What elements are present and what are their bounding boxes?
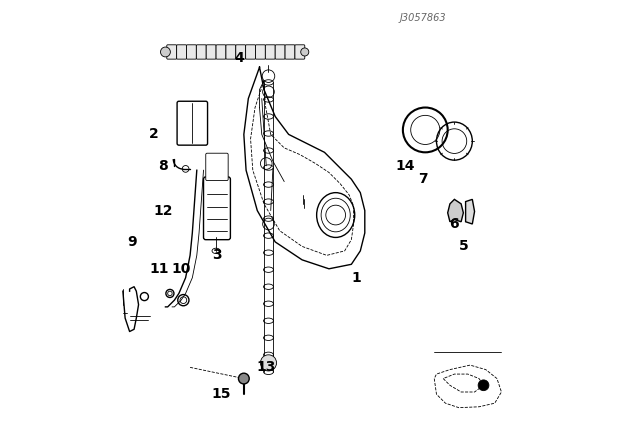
Circle shape [239,373,249,384]
Text: 2: 2 [149,127,159,142]
FancyBboxPatch shape [246,45,255,59]
Text: 10: 10 [172,262,191,276]
Text: 7: 7 [418,172,428,186]
FancyBboxPatch shape [275,45,285,59]
Text: 9: 9 [127,235,137,249]
Circle shape [260,355,276,371]
FancyBboxPatch shape [226,45,236,59]
Circle shape [478,380,489,391]
Text: 12: 12 [154,203,173,218]
FancyBboxPatch shape [177,45,186,59]
Text: 1: 1 [351,271,361,285]
Text: J3057863: J3057863 [400,13,446,23]
FancyBboxPatch shape [186,45,196,59]
Ellipse shape [301,48,309,56]
FancyBboxPatch shape [236,45,246,59]
Polygon shape [448,199,463,222]
FancyBboxPatch shape [167,45,177,59]
Text: 13: 13 [257,360,276,375]
FancyBboxPatch shape [285,45,295,59]
Text: 11: 11 [149,262,168,276]
Text: 8: 8 [158,159,168,173]
Ellipse shape [161,47,170,57]
FancyBboxPatch shape [216,45,226,59]
FancyBboxPatch shape [204,177,230,240]
Polygon shape [466,199,475,224]
FancyBboxPatch shape [255,45,266,59]
Text: 6: 6 [449,217,460,231]
Text: 4: 4 [234,51,244,65]
FancyBboxPatch shape [206,153,228,181]
FancyBboxPatch shape [295,45,305,59]
Text: 14: 14 [396,159,415,173]
Text: 5: 5 [458,239,468,254]
FancyBboxPatch shape [206,45,216,59]
Text: 15: 15 [212,387,231,401]
FancyBboxPatch shape [266,45,275,59]
Text: 3: 3 [212,248,222,263]
FancyBboxPatch shape [177,101,207,145]
FancyBboxPatch shape [196,45,206,59]
